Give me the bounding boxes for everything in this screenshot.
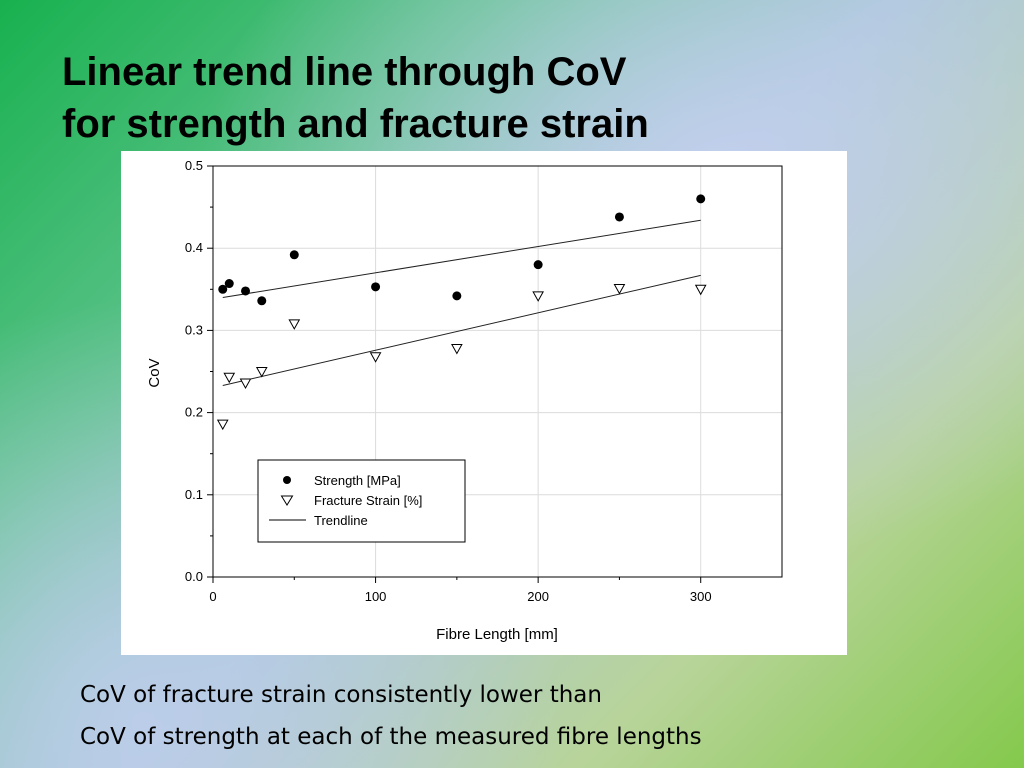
strength-trendline: [222, 219, 701, 299]
legend-box: [257, 459, 466, 543]
fracture-strain-point: [223, 372, 236, 384]
y-tick-label: 0.4: [185, 240, 203, 255]
strength-point: [241, 286, 251, 296]
fracture-strain-trendline: [222, 274, 701, 386]
fracture-strain-point: [451, 343, 463, 355]
strength-point: [224, 279, 234, 289]
x-tick-label: 300: [690, 589, 712, 604]
chart-panel: 0.0 0.1 0.2 0.3 0.4 0.5 0 100 200 300 Fibre Lengt…: [121, 151, 847, 655]
legend-marker-fracture-strain: [280, 495, 294, 506]
fracture-strain-point: [216, 419, 229, 431]
slide-title-line-2: for strength and fracture strain: [62, 102, 649, 146]
x-axis-label: Fibre Length [mm]: [436, 626, 558, 643]
fracture-strain-point: [288, 319, 301, 330]
fracture-strain-point: [532, 291, 544, 302]
strength-point: [533, 260, 543, 270]
legend-label-strength: Strength [MPa]: [314, 473, 401, 488]
x-tick-label: 100: [365, 589, 387, 604]
fracture-strain-point: [255, 367, 268, 378]
fracture-strain-point: [694, 284, 707, 296]
strength-point: [218, 284, 228, 294]
caption-line-2: CoV of strength at each of the measured …: [80, 724, 702, 750]
x-tick-label: 0: [209, 589, 216, 604]
strength-point: [696, 194, 706, 204]
slide-title: Linear trend line through CoV for streng…: [62, 46, 649, 150]
y-tick-label: 0.5: [185, 158, 203, 173]
fracture-strain-point: [613, 283, 626, 295]
strength-point: [289, 250, 299, 260]
x-tick-label: 200: [527, 589, 549, 604]
strength-point: [614, 212, 624, 222]
legend-marker-strength: [283, 476, 291, 484]
slide-caption: CoV of fracture strain consistently lowe…: [80, 674, 702, 758]
y-tick-label: 0.0: [185, 569, 203, 584]
y-axis-label: CoV: [146, 358, 163, 387]
strength-point: [371, 282, 381, 292]
legend-label-fracture-strain: Fracture Strain [%]: [314, 493, 422, 508]
caption-line-1: CoV of fracture strain consistently lowe…: [80, 682, 602, 708]
fracture-strain-point: [239, 378, 252, 390]
slide-title-line-1: Linear trend line through CoV: [62, 50, 627, 94]
legend: Strength [MPa] Fracture Strain [%] Trend…: [257, 459, 466, 543]
cov-scatter-chart: 0.0 0.1 0.2 0.3 0.4 0.5 0 100 200 300 Fibre Lengt…: [146, 158, 783, 643]
y-tick-label: 0.1: [185, 487, 203, 502]
strength-point: [452, 291, 462, 301]
y-tick-label: 0.3: [185, 322, 203, 337]
fracture-strain-point: [369, 352, 382, 363]
y-tick-label: 0.2: [185, 405, 203, 420]
legend-label-trendline: Trendline: [314, 513, 368, 528]
strength-point: [257, 296, 267, 306]
